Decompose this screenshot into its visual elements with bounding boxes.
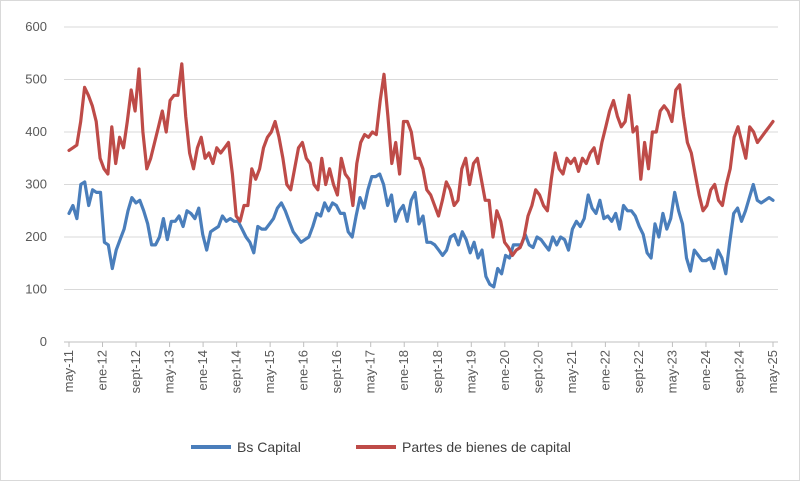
x-tick-label: may-11 — [61, 350, 76, 392]
y-tick-label: 600 — [25, 19, 47, 34]
series-line-0 — [67, 172, 775, 289]
x-tick-label: sept-12 — [128, 350, 143, 393]
x-tick-label: ene-22 — [597, 350, 612, 390]
y-tick-label: 200 — [25, 229, 47, 244]
x-tick-label: sept-16 — [329, 350, 344, 393]
y-tick-label: 0 — [40, 334, 47, 349]
x-tick-label: may-25 — [765, 350, 780, 393]
x-tick-label: sept-22 — [631, 350, 646, 393]
x-tick-label: ene-14 — [195, 350, 210, 390]
x-tick-label: ene-16 — [296, 350, 311, 390]
x-tick-label: ene-24 — [698, 350, 713, 390]
legend-label-0: Bs Capital — [237, 439, 301, 455]
x-tick-label: may-21 — [564, 350, 579, 393]
x-tick-label: may-17 — [363, 350, 378, 393]
y-axis-ticks: 0 100 200 300 400 500 600 — [25, 19, 47, 349]
grid-lines — [64, 26, 778, 343]
x-axis-ticks: may-11 ene-12 sept-12 may-13 ene-14 sept-14 ma… — [61, 342, 780, 393]
y-tick-label: 100 — [25, 282, 47, 297]
x-tick-label: sept-14 — [229, 350, 244, 393]
legend: Bs Capital Partes de bienes de capital — [191, 439, 571, 455]
x-tick-label: sept-24 — [731, 350, 746, 393]
x-tick-label: ene-18 — [396, 350, 411, 390]
y-tick-label: 500 — [25, 72, 47, 87]
y-tick-label: 300 — [25, 177, 47, 192]
legend-label-1: Partes de bienes de capital — [402, 439, 571, 455]
series-line-1 — [67, 62, 775, 257]
x-tick-label: sept-20 — [530, 350, 545, 393]
x-tick-label: may-23 — [664, 350, 679, 393]
x-tick-label: may-15 — [262, 350, 277, 393]
y-tick-label: 400 — [25, 124, 47, 139]
series-lines — [67, 62, 775, 289]
x-tick-label: sept-18 — [430, 350, 445, 393]
x-tick-label: may-13 — [162, 350, 177, 393]
x-tick-label: ene-20 — [497, 350, 512, 390]
x-tick-label: may-19 — [463, 350, 478, 393]
x-tick-label: ene-12 — [95, 350, 110, 390]
